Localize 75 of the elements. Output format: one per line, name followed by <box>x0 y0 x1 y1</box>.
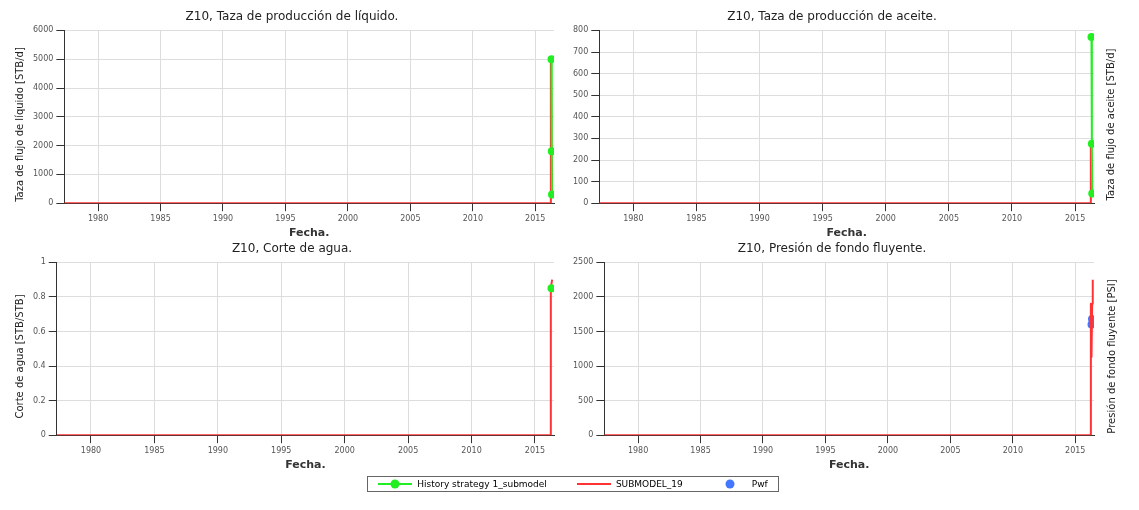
x-tick-label: 1990 <box>212 214 234 224</box>
x-tick-label: 2015 <box>524 446 546 456</box>
y-axis-title: Presión de fondo fluyente [PSI] <box>1105 278 1117 434</box>
y-tick-label: 3000 <box>33 111 54 121</box>
x-tick-label: 1995 <box>271 446 292 456</box>
x-tick-label: 1990 <box>752 446 774 456</box>
x-tick-label: 2010 <box>1002 446 1023 456</box>
x-tick-label: 2000 <box>334 446 355 456</box>
y-tick-label: 100 <box>572 176 589 186</box>
y-tick-label: 6000 <box>33 25 54 35</box>
x-tick-label: 1990 <box>207 446 229 456</box>
x-axis-title: Fecha. <box>828 458 870 472</box>
y-tick-label: 1000 <box>573 361 594 371</box>
x-tick-label: 1985 <box>686 214 707 224</box>
y-tick-label: 4000 <box>33 83 54 93</box>
y-tick-label: 1500 <box>573 326 594 336</box>
x-tick-label: 2005 <box>397 446 419 456</box>
chart-title: Z10, Taza de producción de líquido. <box>185 9 399 24</box>
x-axis-title: Fecha. <box>288 226 330 240</box>
x-tick-label: 1985 <box>150 214 171 224</box>
y-axis-title: Corte de agua [STB/STB] <box>13 293 25 419</box>
x-tick-label: 2010 <box>1001 214 1023 224</box>
y-tick-label: 0.2 <box>32 395 46 405</box>
legend-label: SUBMODEL_19 <box>615 479 683 489</box>
y-tick-label: 0 <box>40 430 46 440</box>
x-tick-label: 2000 <box>877 446 899 456</box>
y-tick-label: 0 <box>583 198 589 208</box>
x-tick-label: 2005 <box>400 214 421 224</box>
legend-label: History strategy 1_submodel <box>417 479 547 489</box>
chart-title: Z10, Presión de fondo fluyente. <box>737 241 927 256</box>
x-axis-title: Fecha. <box>826 226 867 240</box>
y-tick-label: 700 <box>572 47 589 57</box>
x-tick-label: 2015 <box>1065 446 1086 456</box>
y-tick-label: 1 <box>40 257 46 267</box>
y-tick-label: 5000 <box>33 54 54 64</box>
x-tick-label: 1980 <box>87 214 109 224</box>
x-tick-label: 1995 <box>275 214 296 224</box>
x-tick-label: 1980 <box>80 446 102 456</box>
x-tick-label: 2010 <box>461 446 482 456</box>
y-tick-label: 2000 <box>33 140 54 150</box>
x-tick-label: 1995 <box>812 214 833 224</box>
x-tick-label: 2015 <box>1064 214 1086 224</box>
x-tick-label: 2015 <box>525 214 546 224</box>
x-tick-label: 1980 <box>627 446 649 456</box>
y-tick-label: 400 <box>572 111 589 121</box>
x-axis-title: Fecha. <box>285 458 326 472</box>
x-tick-label: 1985 <box>144 446 165 456</box>
y-tick-label: 0.8 <box>32 292 46 302</box>
x-tick-label: 1995 <box>815 446 836 456</box>
y-tick-label: 0 <box>48 198 54 208</box>
chart-title: Z10, Corte de agua. <box>231 241 353 256</box>
y-tick-label: 2000 <box>573 292 594 302</box>
y-tick-label: 2500 <box>573 257 594 267</box>
y-tick-label: 500 <box>578 395 594 405</box>
x-tick-label: 2005 <box>940 446 961 456</box>
x-tick-label: 1990 <box>749 214 770 224</box>
y-tick-label: 200 <box>572 155 589 165</box>
chart-title: Z10, Taza de producción de aceite. <box>727 9 937 24</box>
y-tick-label: 600 <box>572 68 589 78</box>
x-tick-label: 2010 <box>462 214 483 224</box>
legend-label: Pwf <box>751 479 768 489</box>
y-tick-label: 300 <box>572 133 589 143</box>
y-tick-label: 500 <box>572 90 589 100</box>
y-tick-label: 800 <box>572 25 589 35</box>
y-axis-title: Taza de flujo de aceite [STB/d] <box>1105 48 1117 200</box>
x-tick-label: 2000 <box>875 214 896 224</box>
y-tick-label: 0.4 <box>32 361 46 371</box>
x-tick-label: 1980 <box>623 214 644 224</box>
y-axis-title: Taza de flujo de líquido [STB/d] <box>13 46 25 202</box>
x-tick-label: 2005 <box>938 214 960 224</box>
y-tick-label: 0 <box>588 430 594 440</box>
x-tick-label: 1985 <box>690 446 711 456</box>
y-tick-label: 1000 <box>33 169 54 179</box>
y-tick-label: 0.6 <box>32 326 46 336</box>
x-tick-label: 2000 <box>337 214 359 224</box>
